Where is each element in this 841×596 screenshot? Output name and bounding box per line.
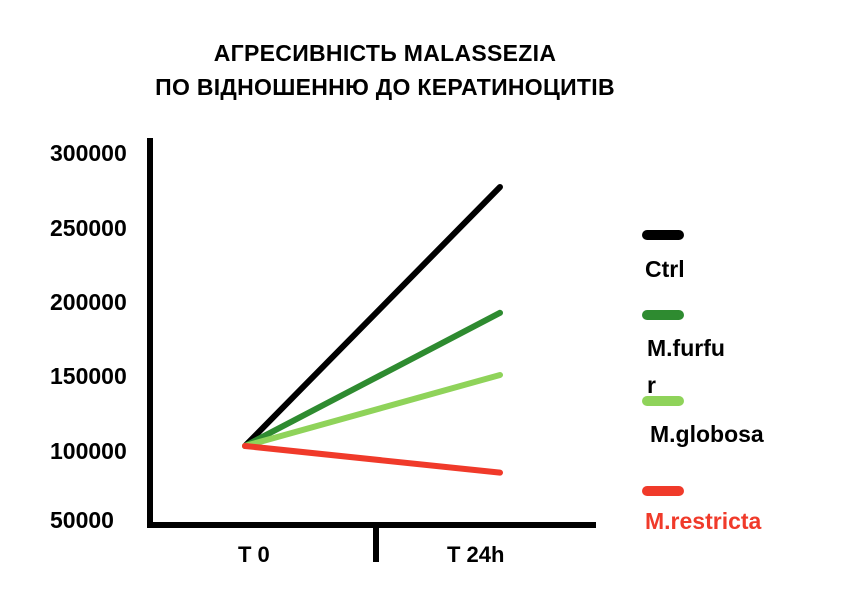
legend-label-m-furfur: M.furfur [647, 335, 725, 398]
legend-swatch-m-restricta [642, 486, 684, 496]
y-tick-label: 100000 [50, 438, 127, 464]
series-line-m-restricta [242, 443, 503, 476]
y-tick-label: 200000 [50, 289, 127, 315]
chart-title-line-2: ПО ВІДНОШЕННЮ ДО КЕРАТИНОЦИТІВ [155, 74, 615, 100]
legend-swatch-m-furfur [642, 310, 684, 320]
legend-label-m-restricta: M.restricta [645, 508, 762, 534]
series-line-m-furfur [242, 309, 503, 449]
y-tick-label: 50000 [50, 507, 114, 533]
y-tick-label: 250000 [50, 215, 127, 241]
legend-swatch-m-globosa [642, 396, 684, 406]
chart-title-line-1: АГРЕСИВНІСТЬ MALASSEZIA [213, 40, 557, 66]
legend-label-m-globosa: M.globosa [650, 421, 764, 447]
series-line-m-globosa [242, 371, 503, 449]
legend-swatch-ctrl [642, 230, 684, 240]
y-tick-label: 300000 [50, 140, 127, 166]
y-tick-label: 150000 [50, 363, 127, 389]
legend-label-ctrl: Ctrl [645, 256, 685, 282]
x-tick-label: T 0 [238, 542, 270, 567]
series-line-ctrl [242, 184, 503, 449]
x-tick-label: T 24h [447, 542, 505, 567]
